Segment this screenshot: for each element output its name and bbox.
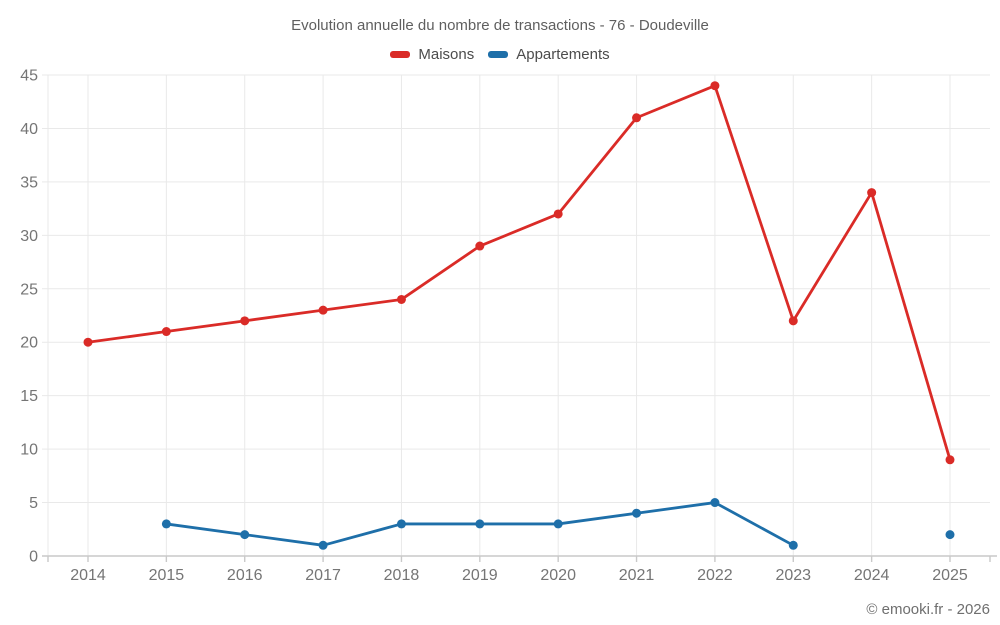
legend-item-maisons: Maisons bbox=[390, 46, 474, 63]
data-point bbox=[553, 209, 563, 219]
svg-text:2023: 2023 bbox=[775, 567, 811, 584]
svg-text:25: 25 bbox=[20, 281, 38, 298]
y-gridlines bbox=[42, 74, 990, 504]
data-point bbox=[396, 294, 406, 304]
svg-text:2016: 2016 bbox=[227, 567, 263, 584]
svg-text:0: 0 bbox=[29, 549, 38, 566]
data-point bbox=[240, 316, 250, 326]
chart-title: Evolution annuelle du nombre de transact… bbox=[291, 17, 709, 34]
svg-text:5: 5 bbox=[29, 495, 38, 512]
legend-label-appartements: Appartements bbox=[516, 46, 610, 63]
legend-item-appartements: Appartements bbox=[488, 46, 610, 63]
svg-text:2021: 2021 bbox=[619, 567, 655, 584]
x-tick-labels: 2014 2015 2016 2017 2018 2019 2020 2021 2022 2023… bbox=[70, 567, 968, 584]
data-point bbox=[475, 241, 485, 251]
data-point bbox=[710, 498, 720, 508]
legend-swatch-appartements bbox=[488, 51, 509, 58]
data-point bbox=[553, 519, 563, 529]
data-point bbox=[945, 530, 955, 540]
svg-text:2024: 2024 bbox=[854, 567, 890, 584]
data-point bbox=[788, 540, 798, 550]
data-point bbox=[788, 316, 798, 326]
data-point bbox=[161, 519, 171, 529]
data-point bbox=[632, 508, 642, 518]
svg-text:2018: 2018 bbox=[384, 567, 420, 584]
data-point bbox=[945, 455, 955, 465]
y-tick-labels: 0 5 10 15 20 25 30 35 40 45 bbox=[20, 68, 38, 566]
data-point bbox=[83, 337, 93, 347]
svg-text:35: 35 bbox=[20, 174, 38, 191]
legend-swatch-maisons bbox=[390, 51, 411, 58]
data-point bbox=[318, 540, 328, 550]
copyright-text: © emooki.fr - 2026 bbox=[866, 601, 990, 618]
data-point bbox=[632, 113, 642, 123]
svg-text:2017: 2017 bbox=[305, 567, 341, 584]
chart-legend: Maisons Appartements bbox=[0, 46, 1000, 63]
data-point bbox=[475, 519, 485, 529]
x-axis bbox=[42, 555, 997, 562]
svg-text:40: 40 bbox=[20, 121, 38, 138]
legend-label-maisons: Maisons bbox=[418, 46, 475, 63]
x-gridlines bbox=[47, 75, 951, 556]
data-point bbox=[240, 530, 250, 540]
series-appartements bbox=[161, 498, 955, 550]
svg-text:2025: 2025 bbox=[932, 567, 968, 584]
svg-text:10: 10 bbox=[20, 442, 38, 459]
svg-text:30: 30 bbox=[20, 228, 38, 245]
svg-text:2014: 2014 bbox=[70, 567, 106, 584]
svg-text:2022: 2022 bbox=[697, 567, 733, 584]
data-point bbox=[161, 327, 171, 337]
data-point bbox=[318, 305, 328, 315]
svg-text:15: 15 bbox=[20, 388, 38, 405]
data-point bbox=[396, 519, 406, 529]
svg-text:45: 45 bbox=[20, 68, 38, 85]
svg-text:2020: 2020 bbox=[540, 567, 576, 584]
svg-text:2015: 2015 bbox=[149, 567, 185, 584]
svg-text:20: 20 bbox=[20, 335, 38, 352]
data-point bbox=[867, 188, 877, 198]
svg-text:2019: 2019 bbox=[462, 567, 498, 584]
data-point bbox=[710, 81, 720, 91]
series-maisons bbox=[83, 81, 955, 465]
